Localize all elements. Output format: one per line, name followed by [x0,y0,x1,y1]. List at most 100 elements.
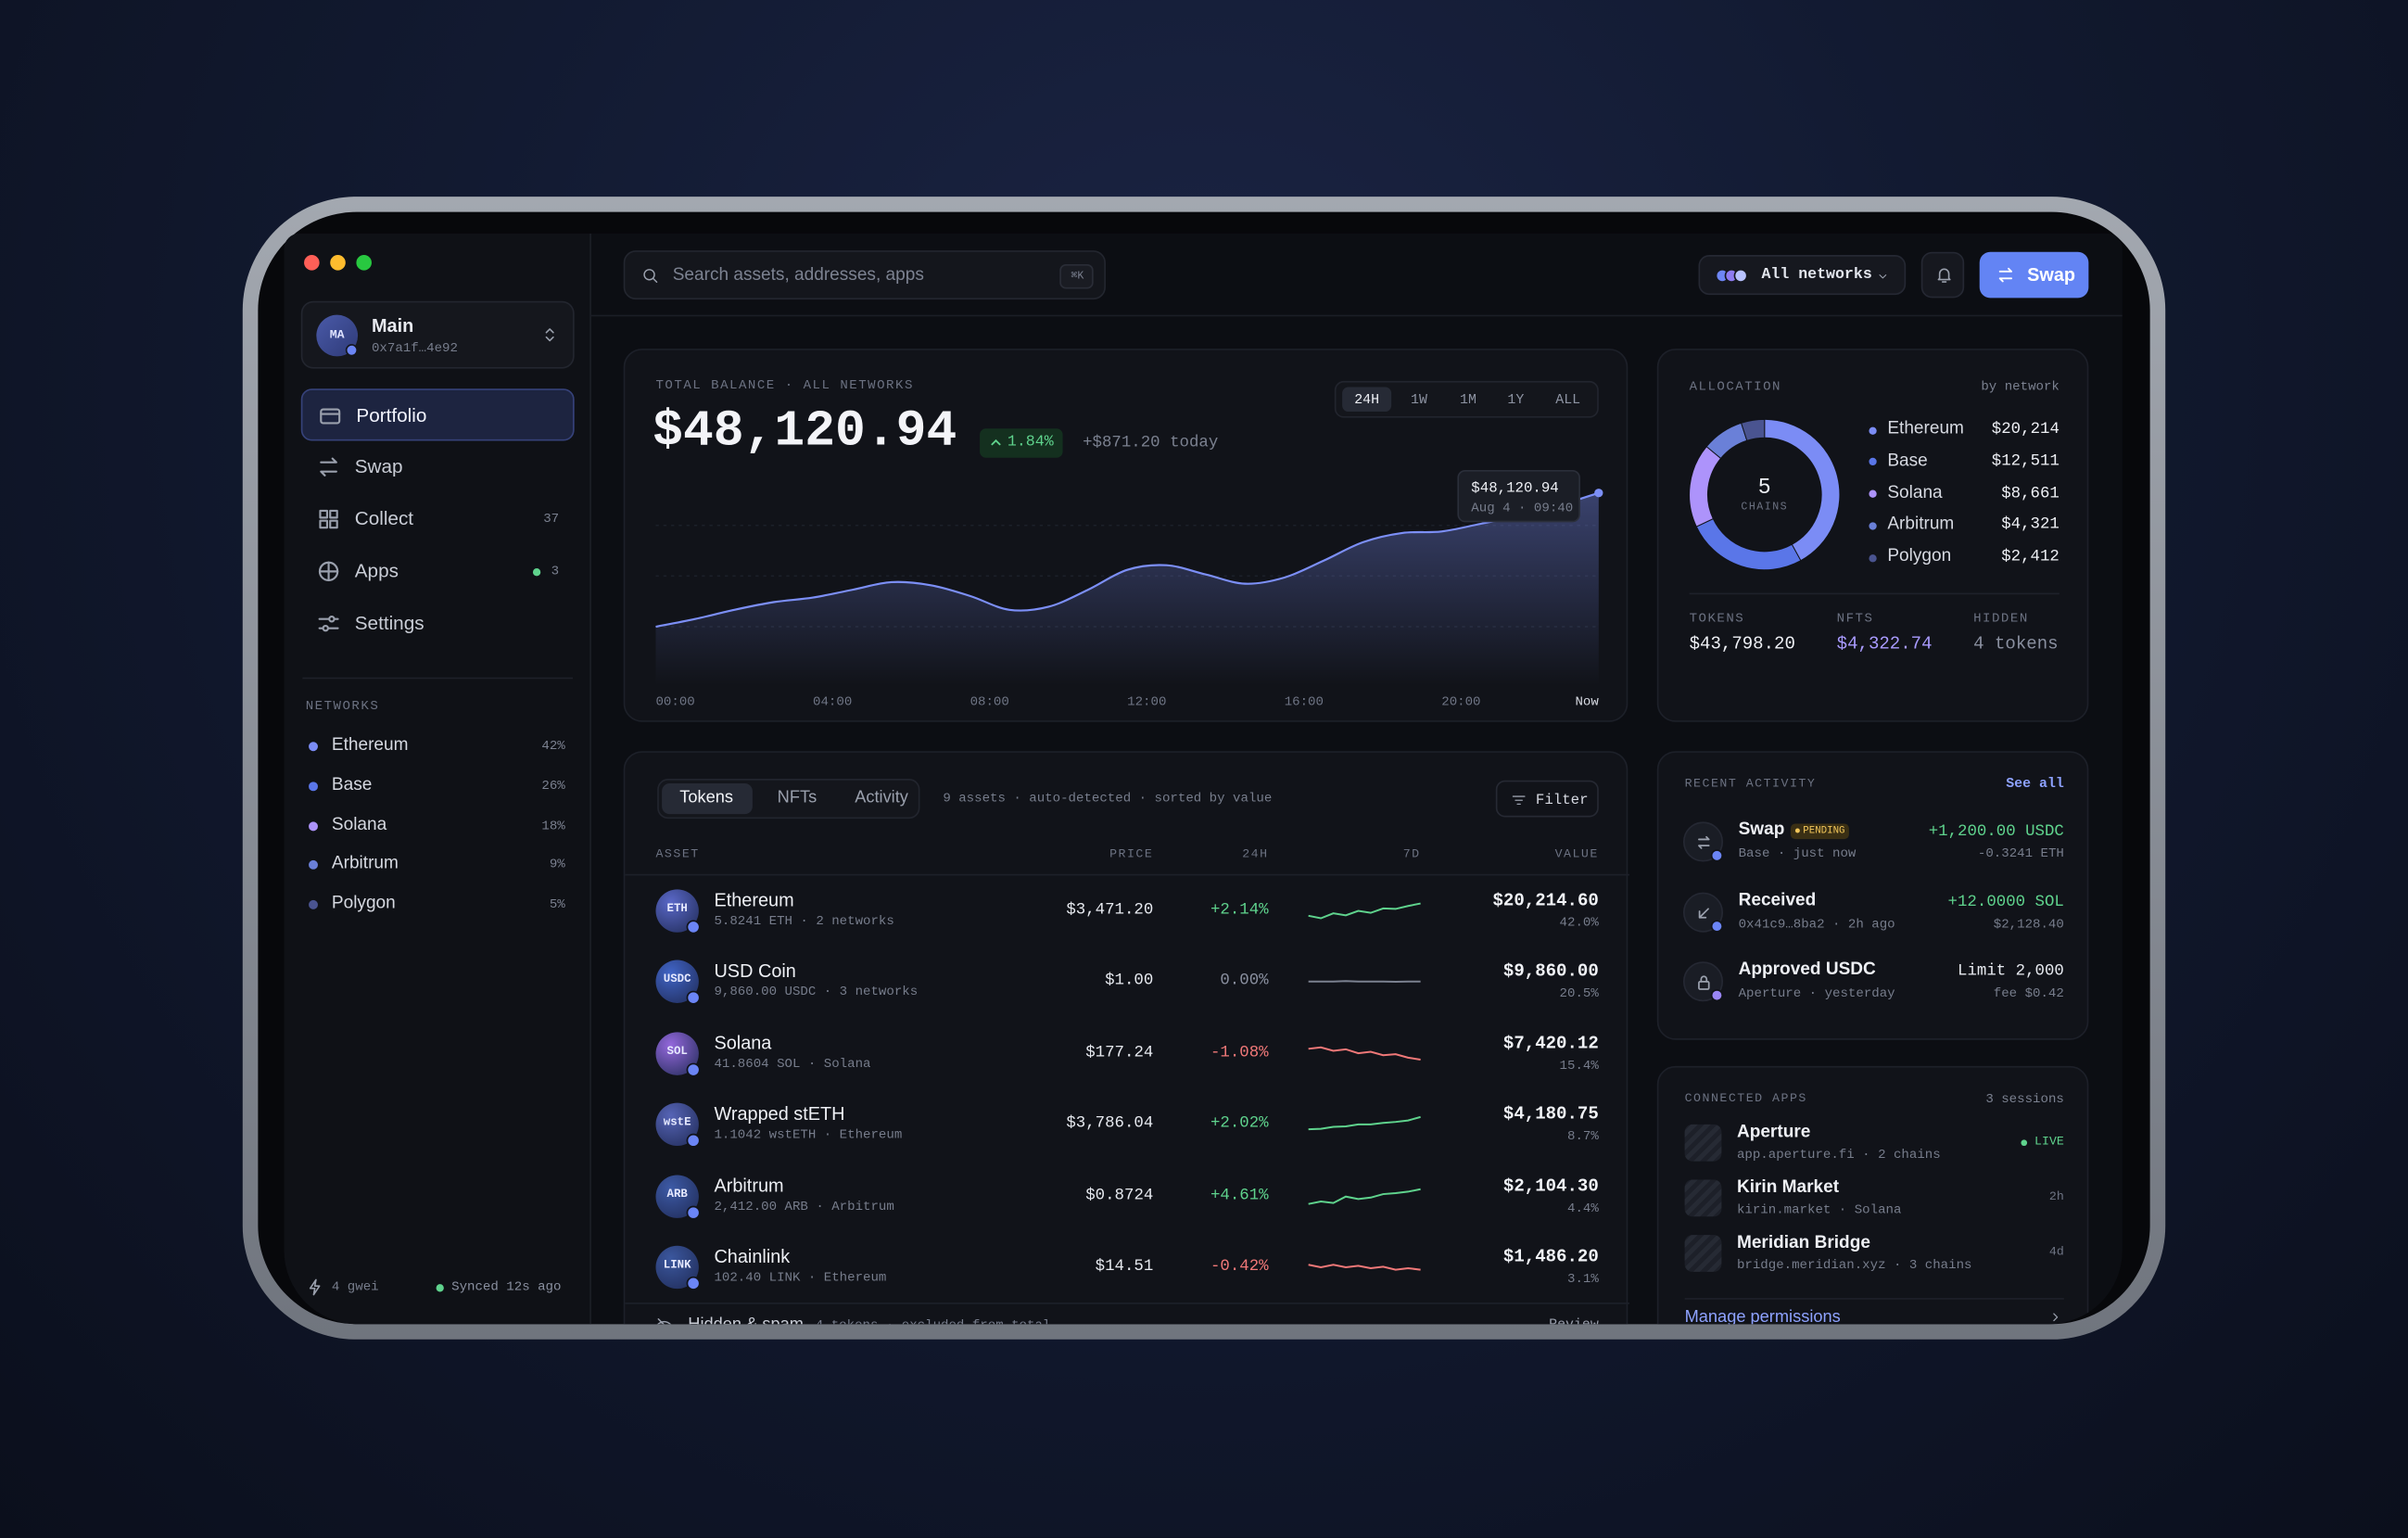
legend-label: Polygon [1887,547,1952,566]
token-value: $4,180.75 [1502,1105,1599,1125]
activity-amount: +12.0000 SOL [1947,893,2064,911]
x-tick-label: 12:00 [1127,695,1166,710]
token-name: USD Coin [714,960,796,983]
nav-icon [318,561,339,582]
up-chevron [991,439,1001,446]
see-all-link[interactable]: See all [2006,776,2064,793]
sparkline [1308,980,1421,984]
divider [302,677,574,680]
token-price: $3,471.20 [1066,901,1154,921]
app-name: Aperture [1736,1123,1811,1142]
network-share: 42% [541,738,565,755]
range-option[interactable]: 1M [1460,391,1476,408]
token-name: Arbitrum [714,1174,784,1197]
account-address: 0x7a1f…4e92 [371,340,458,356]
network-name: Ethereum [331,736,409,755]
sparkline [1308,1116,1421,1131]
range-option[interactable]: ALL [1555,391,1581,408]
chevron-down [1879,274,1887,279]
nav-item[interactable]: Apps 3 [301,545,575,597]
change-percent: 1.84% [1007,434,1054,452]
icon-path [1698,907,1709,918]
token-detail: 2,412.00 ARB · Arbitrum [714,1198,894,1214]
allocation-donut [1689,418,1841,571]
activity-icon [1682,891,1724,932]
donut-segment [1695,517,1802,571]
icon-path [545,328,554,342]
online-dot [532,568,541,577]
legend-label: Base [1887,451,1928,471]
donut-segment [1764,418,1841,562]
status-badge-label: PENDING [1803,824,1845,835]
legend-label: Ethereum [1887,419,1964,439]
network-name: Solana [331,815,387,834]
token-value: $2,104.30 [1502,1176,1599,1197]
token-change: -0.42% [1210,1257,1269,1277]
review-link[interactable]: Review [1549,1318,1599,1325]
icon-path [1937,268,1951,283]
activity-title: Approved USDC [1738,960,1876,979]
range-option[interactable]: 24H [1354,391,1380,408]
chart-tooltip: $48,120.94 Aug 4 · 09:40 [1457,470,1580,523]
network-filter-label: All networks [1761,267,1872,285]
network-filter[interactable]: All networks [1698,255,1907,296]
hidden-detail: 4 tokens · excluded from total [816,1319,1051,1324]
search-field[interactable]: Search assets, addresses, apps ⌘K [623,250,1106,300]
network-share: 9% [549,857,565,873]
chain-dot [686,1204,701,1219]
token-change: +4.61% [1210,1186,1269,1205]
activity-title: RECENT ACTIVITY [1684,777,1817,792]
nav-item[interactable]: Portfolio [300,388,575,441]
balance-chart: 00:00 04:00 08:00 12:00 16:00 20:00 Now [655,489,1603,710]
tab[interactable]: Activity [855,788,908,807]
nav-item[interactable]: Swap [301,441,575,493]
token-share: 42.0% [1559,915,1599,931]
token-symbol: USDC [663,974,691,987]
sparkline [1308,902,1421,920]
range-option[interactable]: 1Y [1507,391,1525,408]
tab[interactable]: NFTs [777,788,817,807]
decoration [319,509,328,519]
tab[interactable]: Tokens [679,788,734,807]
apps-count: 3 sessions [1985,1091,2064,1108]
swap-button[interactable]: Swap [1979,251,2089,299]
activity-title-row: Swap PENDING [1739,821,1850,840]
column-header: ASSET [655,847,700,862]
total-label: HIDDEN [1973,611,2029,627]
network-dot [309,860,318,871]
icon-path [1879,274,1887,279]
total-balance: $48,120.94 [653,402,957,461]
range-option[interactable]: 1W [1411,391,1427,408]
icon-path [1700,975,1708,983]
balance-card: TOTAL BALANCE · ALL NETWORKS $48,120.94 1.… [623,349,1629,722]
account-status-dot [345,344,359,357]
activity-chain-dot [1710,849,1724,862]
avatar-initials: MA [329,327,345,342]
legend-value: $2,412 [2001,548,2059,567]
notifications-button[interactable] [1920,251,1965,299]
token-detail: 9,860.00 USDC · 3 networks [714,985,919,1000]
token-detail: 41.8604 SOL · Solana [714,1056,871,1072]
window-control[interactable] [356,255,372,271]
nav-item[interactable]: Settings [301,598,575,650]
manage-permissions-link[interactable]: Manage permissions [1684,1307,1841,1325]
chain-dot [686,991,701,1006]
filter-button[interactable]: Filter [1495,780,1599,818]
account-switcher[interactable]: MA Main 0x7a1f…4e92 [300,300,575,369]
icon-path [652,277,658,283]
account-name: Main [371,314,414,337]
decoration [320,408,341,425]
window-control[interactable] [304,255,320,271]
nav-item[interactable]: Collect 37 [301,493,575,545]
app-icon [1684,1179,1722,1217]
token-name: Ethereum [714,889,794,911]
hidden-title: Hidden & spam [688,1316,804,1324]
network-dot [309,900,318,910]
token-share: 8.7% [1567,1128,1599,1145]
window-control[interactable] [330,255,346,271]
sync-dot [436,1283,444,1291]
token-value: $9,860.00 [1502,962,1599,983]
chain-dot [686,920,701,934]
app-window: MA Main 0x7a1f…4e92 Portfolio Swap Collect 37 A… [284,233,2123,1325]
